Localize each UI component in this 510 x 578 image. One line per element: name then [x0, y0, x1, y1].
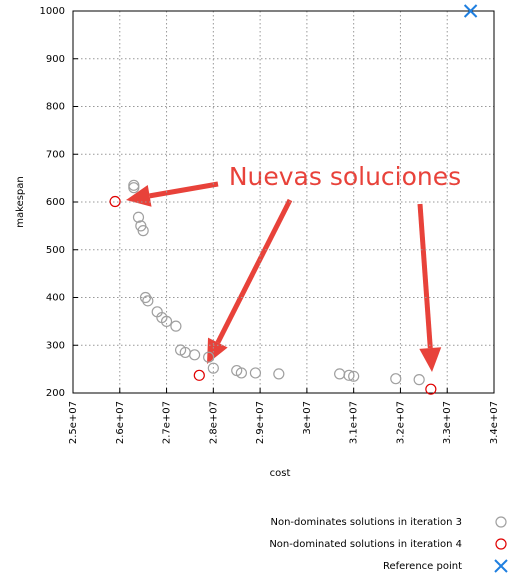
y-tick-label: 200	[46, 388, 65, 399]
point	[425, 383, 437, 395]
point	[390, 373, 402, 385]
point	[128, 182, 140, 194]
point	[413, 374, 425, 386]
y-tick-label: 800	[46, 102, 65, 113]
legend-label: Non-dominated solutions in iteration 4	[269, 539, 462, 550]
y-tick-label: 500	[46, 245, 65, 256]
x-marker	[463, 4, 478, 18]
x-stroke	[463, 4, 478, 18]
point	[160, 315, 173, 327]
point	[343, 369, 355, 381]
y-tick-label: 700	[46, 149, 65, 160]
point	[235, 367, 247, 379]
point	[334, 368, 346, 380]
point	[207, 362, 219, 374]
y-axis-label: makespan	[15, 176, 26, 227]
point	[348, 370, 360, 382]
point	[273, 368, 285, 380]
legend-symbol	[495, 538, 507, 550]
x-axis-label: cost	[270, 468, 291, 479]
x-tick-label: 2.8e+07	[208, 401, 219, 444]
legend-symbol	[495, 516, 507, 528]
x-tick-label: 3.1e+07	[349, 401, 360, 444]
legend-symbol	[494, 559, 508, 573]
point	[109, 195, 121, 208]
legend-label: Reference point	[383, 561, 462, 572]
y-tick-label: 400	[46, 293, 65, 304]
x-tick-label: 3e+07	[302, 401, 313, 435]
point	[142, 295, 154, 307]
point	[193, 369, 205, 381]
x-tick-label: 3.3e+07	[442, 401, 453, 444]
arrow-shaft	[215, 198, 293, 344]
x-tick-label: 3.4e+07	[489, 401, 500, 444]
point	[170, 320, 182, 332]
point	[128, 179, 140, 191]
arrow-shaft	[149, 181, 219, 199]
point	[139, 291, 152, 304]
legend-label: Non-dominates solutions in iteration 3	[270, 517, 462, 528]
arrow-head	[126, 185, 152, 207]
y-tick-label: 600	[46, 197, 65, 208]
arrow-head	[419, 347, 442, 372]
x-tick-label: 3.2e+07	[395, 401, 406, 444]
arrows	[126, 181, 442, 372]
y-tick-label: 300	[46, 340, 65, 351]
arrow-shaft	[417, 203, 433, 349]
y-tick-label: 1000	[40, 6, 65, 17]
point	[203, 351, 215, 363]
x-tick-label: 2.9e+07	[255, 401, 266, 444]
point	[249, 367, 262, 379]
x-tick-label: 2.5e+07	[68, 401, 79, 444]
point	[137, 225, 149, 237]
y-tick-label: 900	[46, 54, 65, 65]
annotation: Nuevas soluciones	[229, 162, 461, 191]
arrow-head	[207, 337, 228, 364]
point	[132, 211, 145, 223]
x-tick-label: 2.7e+07	[162, 401, 173, 444]
point	[189, 349, 201, 361]
x-tick-label: 2.6e+07	[115, 401, 126, 444]
x-stroke	[494, 559, 508, 573]
